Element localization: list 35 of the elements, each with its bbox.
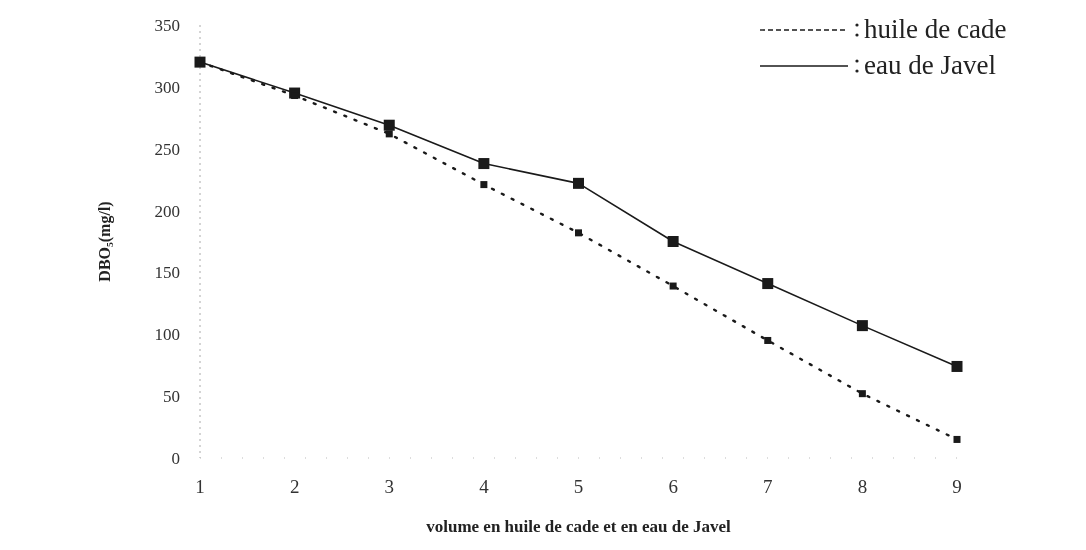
point bbox=[953, 435, 961, 443]
x-tick-label: 9 bbox=[952, 476, 962, 497]
point bbox=[575, 229, 582, 237]
y-tick-label: 200 bbox=[154, 201, 180, 221]
point bbox=[856, 320, 868, 332]
x-axis-title: volume en huile de cade et en eau de Javel bbox=[426, 517, 732, 536]
y-tick-label: 350 bbox=[154, 15, 180, 35]
x-tick-label: 8 bbox=[857, 476, 868, 497]
point bbox=[667, 236, 679, 247]
point bbox=[858, 390, 866, 398]
y-axis-title: DBO₅(mg/l) bbox=[96, 201, 114, 282]
x-tick-label: 6 bbox=[668, 476, 678, 497]
y-tick-label: 150 bbox=[154, 263, 180, 283]
point bbox=[385, 130, 393, 138]
x-tick-label: 5 bbox=[573, 476, 584, 497]
y-tick-label: 0 bbox=[171, 448, 180, 468]
y-tick-label: 300 bbox=[154, 77, 180, 97]
point bbox=[669, 282, 677, 290]
point bbox=[478, 158, 490, 170]
point bbox=[480, 181, 488, 189]
point bbox=[951, 360, 963, 372]
point bbox=[762, 278, 774, 290]
x-tick-label: 2 bbox=[289, 476, 300, 497]
point bbox=[573, 177, 584, 189]
x-tick-label: 3 bbox=[384, 476, 394, 497]
legend-label: eau de Javel bbox=[864, 50, 996, 80]
y-tick-label: 50 bbox=[163, 387, 180, 407]
point bbox=[383, 119, 395, 131]
point bbox=[764, 336, 772, 344]
x-tick-label: 4 bbox=[479, 476, 490, 497]
legend-label: huile de cade bbox=[864, 14, 1007, 44]
y-tick-label: 100 bbox=[154, 325, 180, 345]
y-tick-label: 250 bbox=[154, 139, 180, 159]
x-tick-label: 1 bbox=[195, 476, 205, 497]
x-tick-label: 7 bbox=[763, 476, 773, 497]
